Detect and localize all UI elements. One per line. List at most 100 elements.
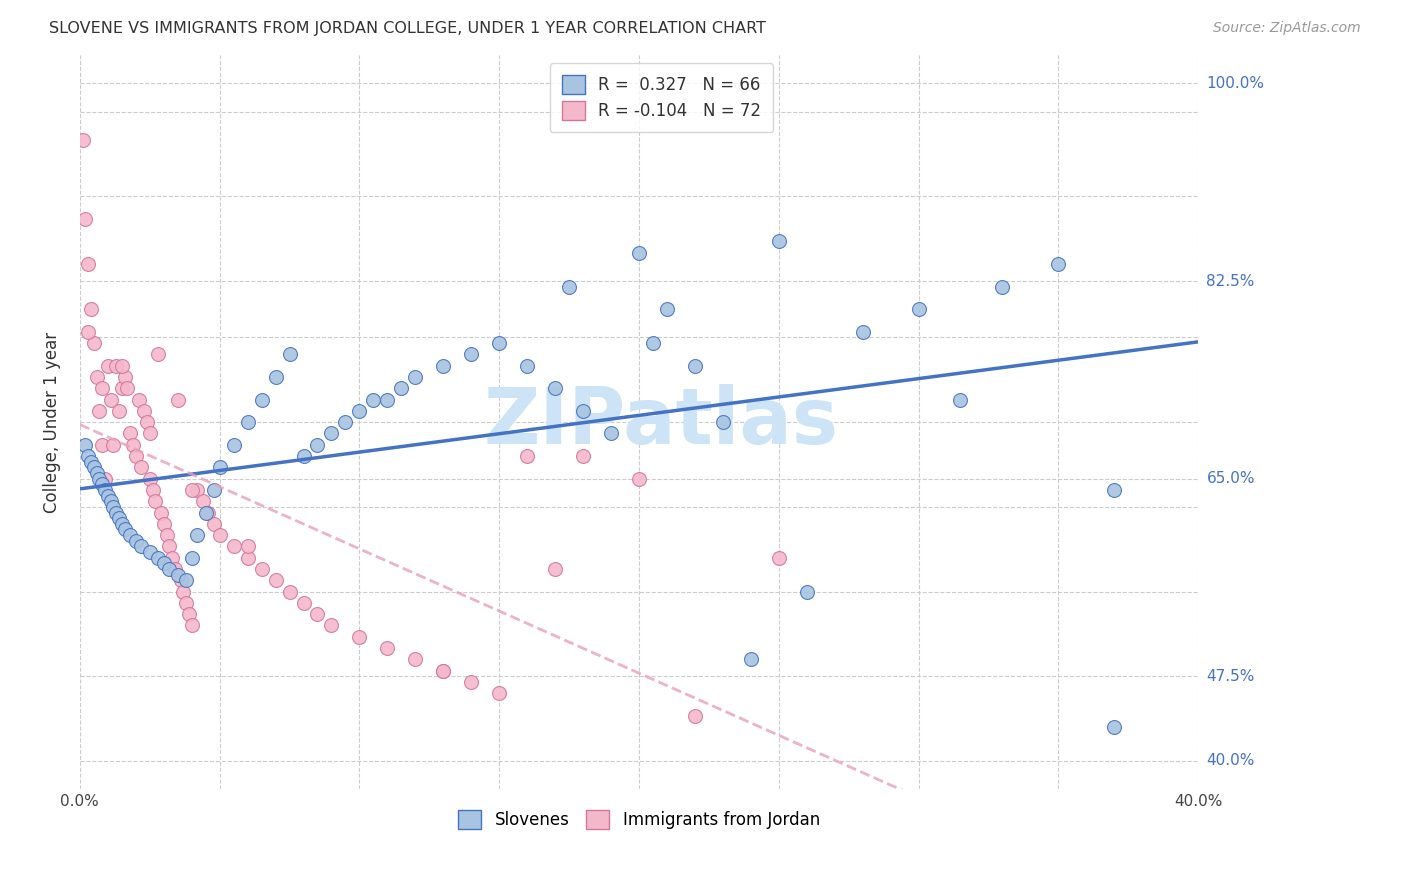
Text: 40.0%: 40.0% [1206, 754, 1254, 769]
Point [155, 528, 177, 542]
Point [83, 460, 105, 475]
Point [740, 652, 762, 666]
Point [655, 302, 678, 317]
Point [157, 540, 180, 554]
Point [278, 347, 301, 361]
Point [75, 438, 97, 452]
Point [125, 449, 148, 463]
Point [94, 483, 117, 497]
Point [222, 540, 245, 554]
Point [1104, 483, 1126, 497]
Point [114, 523, 136, 537]
Text: 82.5%: 82.5% [1206, 274, 1254, 288]
Point [128, 392, 150, 407]
Point [683, 708, 706, 723]
Point [105, 359, 128, 373]
Point [111, 516, 134, 531]
Point [852, 325, 875, 339]
Point [125, 533, 148, 548]
Point [177, 607, 200, 622]
Point [949, 392, 972, 407]
Point [100, 494, 122, 508]
Point [264, 370, 287, 384]
Point [139, 426, 162, 441]
Point [641, 336, 664, 351]
Point [292, 449, 315, 463]
Point [321, 426, 343, 441]
Point [202, 516, 225, 531]
Point [191, 494, 214, 508]
Point [208, 460, 231, 475]
Point [103, 500, 125, 514]
Point [91, 438, 114, 452]
Point [236, 540, 259, 554]
Point [97, 359, 120, 373]
Point [146, 347, 169, 361]
Point [363, 392, 385, 407]
Point [349, 630, 371, 644]
Point [197, 506, 219, 520]
Point [146, 550, 169, 565]
Point [120, 426, 142, 441]
Point [91, 477, 114, 491]
Point [600, 426, 623, 441]
Point [768, 550, 790, 565]
Point [544, 381, 567, 395]
Point [166, 567, 188, 582]
Point [432, 664, 454, 678]
Point [86, 370, 108, 384]
Point [103, 438, 125, 452]
Point [89, 472, 111, 486]
Point [111, 381, 134, 395]
Point [86, 466, 108, 480]
Point [100, 392, 122, 407]
Point [796, 584, 818, 599]
Point [377, 641, 399, 656]
Point [94, 472, 117, 486]
Text: 47.5%: 47.5% [1206, 669, 1254, 684]
Point [105, 506, 128, 520]
Point [558, 279, 581, 293]
Point [389, 381, 412, 395]
Point [278, 584, 301, 599]
Point [432, 359, 454, 373]
Point [77, 449, 100, 463]
Point [236, 415, 259, 429]
Legend: Slovenes, Immigrants from Jordan: Slovenes, Immigrants from Jordan [451, 804, 827, 836]
Point [152, 557, 174, 571]
Point [139, 472, 162, 486]
Text: 100.0%: 100.0% [1206, 76, 1264, 91]
Point [1047, 257, 1070, 271]
Point [91, 381, 114, 395]
Point [711, 415, 734, 429]
Point [75, 211, 97, 226]
Point [460, 347, 482, 361]
Point [292, 596, 315, 610]
Point [80, 455, 103, 469]
Point [488, 336, 510, 351]
Text: 65.0%: 65.0% [1206, 471, 1256, 486]
Point [89, 404, 111, 418]
Point [169, 574, 191, 588]
Point [488, 686, 510, 700]
Point [172, 584, 194, 599]
Text: Source: ZipAtlas.com: Source: ZipAtlas.com [1213, 21, 1361, 36]
Point [186, 528, 208, 542]
Point [307, 607, 329, 622]
Point [349, 404, 371, 418]
Point [335, 415, 357, 429]
Point [180, 550, 202, 565]
Point [134, 404, 156, 418]
Point [174, 596, 197, 610]
Y-axis label: College, Under 1 year: College, Under 1 year [44, 332, 60, 513]
Point [377, 392, 399, 407]
Point [108, 511, 131, 525]
Point [131, 460, 153, 475]
Point [768, 235, 790, 249]
Point [250, 562, 273, 576]
Point [136, 415, 159, 429]
Point [404, 370, 426, 384]
Point [194, 506, 217, 520]
Point [321, 618, 343, 632]
Point [572, 404, 595, 418]
